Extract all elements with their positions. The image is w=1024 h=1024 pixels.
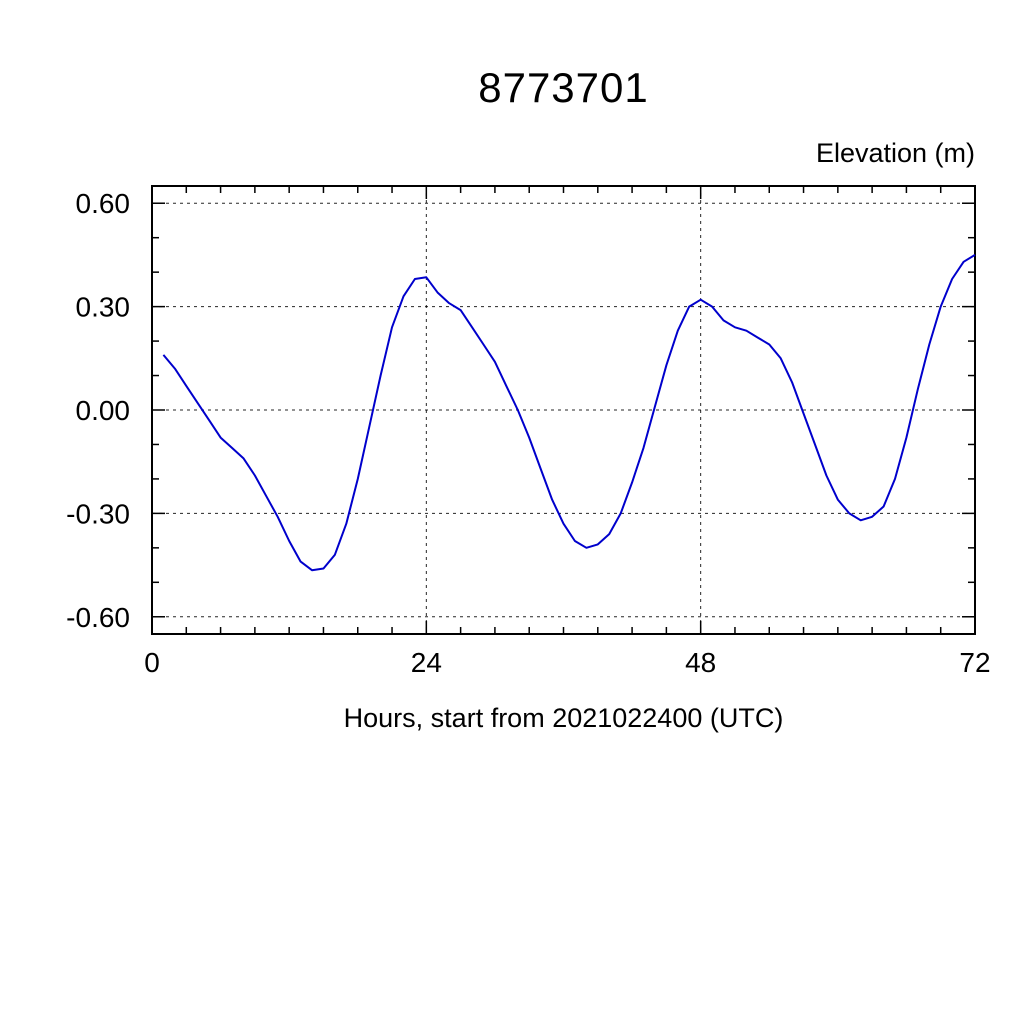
y-tick-label: -0.60 <box>66 602 130 633</box>
x-axis-label: Hours, start from 2021022400 (UTC) <box>343 703 784 733</box>
y-tick-label: -0.30 <box>66 498 130 529</box>
chart-title: 8773701 <box>478 64 649 111</box>
y-tick-label: 0.60 <box>76 188 131 219</box>
plot-frame <box>151 185 976 635</box>
x-tick-label: 24 <box>411 647 442 678</box>
x-tick-label: 48 <box>685 647 716 678</box>
elevation-axis-label: Elevation (m) <box>815 138 975 168</box>
x-tick-label: 0 <box>144 647 160 678</box>
x-tick-label: 72 <box>959 647 990 678</box>
y-tick-label: 0.30 <box>76 292 131 323</box>
y-tick-label: 0.00 <box>76 395 131 426</box>
series-line-elevation <box>162 254 976 572</box>
